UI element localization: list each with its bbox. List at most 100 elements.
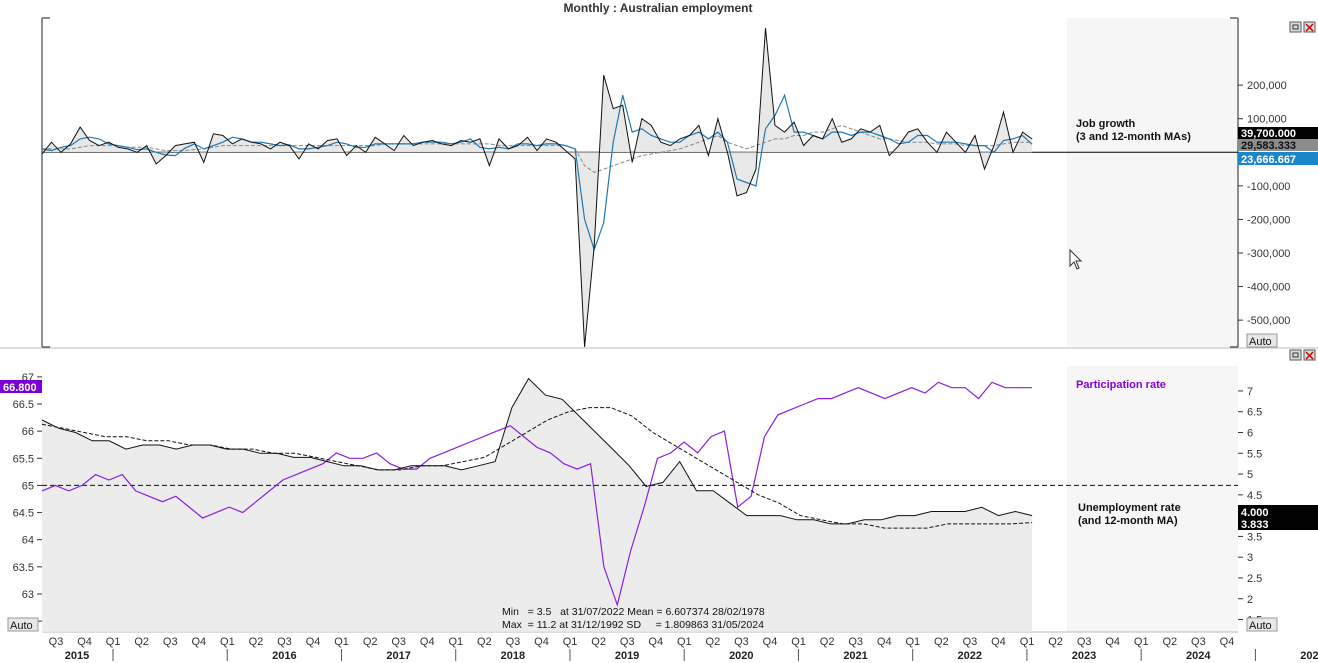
unemployment-rate-line	[41, 377, 1033, 525]
x-quarter-label: Q1	[905, 636, 920, 648]
left-tick-label: 63.5	[13, 562, 34, 574]
x-quarter-label: Q2	[706, 636, 721, 648]
x-quarter-label: Q2	[934, 636, 949, 648]
close-icon[interactable]	[1303, 21, 1316, 33]
bottom-series	[41, 377, 1238, 607]
y-tick-label: -300,000	[1247, 248, 1290, 260]
participation-rate-line	[41, 381, 1033, 607]
unemployment-fill	[42, 378, 1033, 632]
auto-button-right[interactable]: Auto	[1246, 617, 1278, 632]
x-quarter-label: Q3	[1191, 636, 1206, 648]
job-growth-y-axis: 200,000 100,000 -100,000 -200,000 -300,000 -4…	[1238, 80, 1290, 327]
job-growth-line	[41, 28, 1033, 348]
job-growth-3m-ma-line	[41, 93, 1033, 252]
x-quarter-label: Q4	[991, 636, 1006, 648]
right-tick-label: 2.5	[1247, 573, 1262, 585]
x-quarter-label: Q2	[820, 636, 835, 648]
x-quarter-label: Q3	[506, 636, 521, 648]
right-tick-label: 5	[1247, 469, 1253, 481]
x-quarter-label: Q3	[734, 636, 749, 648]
readout-12m-ma: 29,583.333	[1241, 140, 1296, 152]
right-tick-label: 7	[1247, 386, 1253, 398]
left-readout: 66.800	[0, 380, 42, 394]
x-year-label: 2015	[65, 650, 89, 662]
x-quarter-label: Q3	[163, 636, 178, 648]
x-axis: Q3 Q4 Q1 Q2 Q3 Q4 Q1 Q2 Q3 Q4 Q1 Q2 Q3 Q4 Q1 Q2 Q3 Q4 Q1 Q2…	[49, 636, 1318, 662]
x-quarter-label: Q4	[1105, 636, 1120, 648]
stats-box: Min = 3.5 at 31/07/2022 Mean = 6.607374 …	[502, 606, 765, 631]
close-icon[interactable]	[1303, 349, 1316, 361]
x-quarter-label: Q1	[334, 636, 349, 648]
x-quarter-label: Q1	[448, 636, 463, 648]
readout-participation: 66.800	[3, 382, 37, 394]
left-tick-label: 65.5	[13, 453, 34, 465]
left-tick-label: 64	[22, 535, 34, 547]
x-year-label: 2019	[615, 650, 639, 662]
x-year-label: 2021	[843, 650, 867, 662]
x-quarter-label: Q4	[1220, 636, 1235, 648]
x-year-label: 2023	[1072, 650, 1096, 662]
x-quarter-label: Q4	[420, 636, 435, 648]
x-quarter-label: Q3	[1077, 636, 1092, 648]
auto-button-left[interactable]: Auto	[7, 617, 39, 632]
x-quarter-label: Q4	[648, 636, 663, 648]
x-quarter-label: Q2	[249, 636, 264, 648]
bottom-readouts: 4.000 3.833	[1238, 505, 1318, 531]
x-year-label: 2018	[501, 650, 525, 662]
auto-button-top-label: Auto	[1249, 336, 1272, 348]
readout-unemployment-ma: 3.833	[1241, 519, 1269, 531]
left-tick-label: 64.5	[13, 508, 34, 520]
y-tick-label: -100,000	[1247, 181, 1290, 193]
y-tick-label: -200,000	[1247, 214, 1290, 226]
x-quarter-label: Q2	[477, 636, 492, 648]
x-quarter-label: Q2	[1048, 636, 1063, 648]
x-quarter-label: Q1	[677, 636, 692, 648]
x-year-label: 2016	[272, 650, 296, 662]
mouse-cursor-icon	[1069, 248, 1083, 270]
readout-job-growth: 39,700.000	[1241, 128, 1296, 140]
x-quarter-label: Q3	[391, 636, 406, 648]
x-quarter-label: Q2	[591, 636, 606, 648]
x-quarter-label: Q1	[1020, 636, 1035, 648]
y-tick-label: -500,000	[1247, 315, 1290, 327]
unemployment-label: Unemployment rate	[1078, 502, 1181, 514]
auto-button-left-label: Auto	[10, 620, 33, 632]
x-year-label: 2017	[386, 650, 410, 662]
x-quarter-label: Q3	[49, 636, 64, 648]
restore-icon[interactable]	[1289, 349, 1302, 361]
x-quarter-label: Q4	[877, 636, 892, 648]
x-year-label: 2025	[1300, 650, 1318, 662]
right-tick-label: 3.5	[1247, 531, 1262, 543]
job-growth-sublabel: (3 and 12-month MAs)	[1076, 131, 1191, 143]
job-growth-series	[41, 28, 1033, 348]
x-quarter-label: Q4	[534, 636, 549, 648]
left-tick-label: 66	[22, 426, 34, 438]
x-quarter-label: Q1	[563, 636, 578, 648]
right-tick-label: 4.5	[1247, 490, 1262, 502]
x-quarter-label: Q3	[963, 636, 978, 648]
right-tick-label: 5.5	[1247, 448, 1262, 460]
x-quarter-label: Q4	[77, 636, 92, 648]
x-quarter-label: Q2	[134, 636, 149, 648]
x-quarter-label: Q1	[106, 636, 121, 648]
x-quarter-label: Q1	[220, 636, 235, 648]
right-tick-label: 6.5	[1247, 407, 1262, 419]
restore-icon[interactable]	[1289, 21, 1302, 33]
y-tick-label: -400,000	[1247, 282, 1290, 294]
unemployment-sublabel: (and 12-month MA)	[1078, 515, 1178, 527]
participation-label: Participation rate	[1076, 379, 1166, 391]
x-quarter-label: Q4	[763, 636, 778, 648]
auto-button-top[interactable]: Auto	[1246, 333, 1278, 348]
readout-unemployment: 4.000	[1241, 507, 1269, 519]
right-tick-label: 6	[1247, 428, 1253, 440]
unemployment-12m-ma-line	[41, 407, 1033, 529]
top-data-area	[42, 18, 1067, 347]
chart-title: Monthly : Australian employment	[564, 1, 753, 15]
x-quarter-label: Q3	[848, 636, 863, 648]
top-readouts: 39,700.000 29,583.333 23,666.667	[1238, 127, 1318, 166]
stats-line-2: Max = 11.2 at 31/12/1992 SD = 1.809863 3…	[502, 619, 764, 631]
x-quarter-label: Q2	[363, 636, 378, 648]
x-year-label: 2022	[958, 650, 982, 662]
x-quarter-label: Q1	[1134, 636, 1149, 648]
